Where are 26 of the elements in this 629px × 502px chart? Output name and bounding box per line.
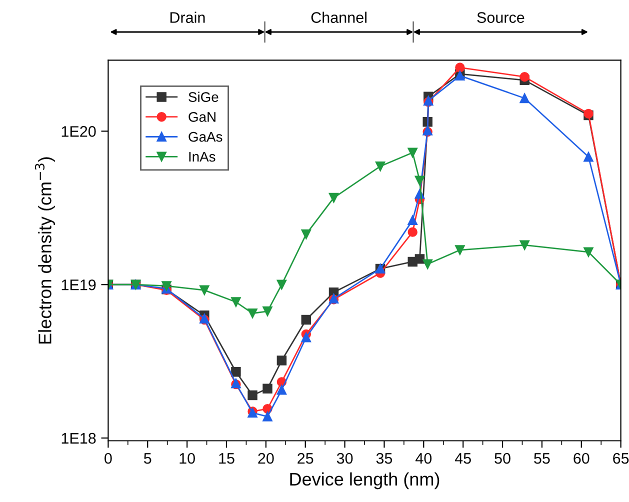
- x-tick-label: 65: [613, 452, 629, 464]
- x-tick-label: 45: [454, 453, 471, 464]
- x-tick-label: 20: [258, 452, 274, 464]
- legend-label: GaN: [188, 112, 216, 122]
- legend-label: GaAs: [188, 132, 222, 142]
- x-tick-label: 0: [104, 452, 112, 464]
- text: Source: [477, 12, 524, 23]
- x-tick-label: 60: [574, 452, 590, 464]
- legend-label: SiGe: [188, 92, 218, 102]
- text: Channel: [311, 12, 366, 23]
- x-tick-label: 15: [219, 453, 234, 464]
- x-tick-label: 55: [534, 453, 550, 464]
- y-tick-label: 1E20: [62, 126, 96, 137]
- y-axis-title: Electron density (cm$^{−3}$): [34, 157, 55, 344]
- x-tick-label: 40: [416, 452, 432, 464]
- text: Drain: [170, 12, 205, 23]
- x-tick-label: 25: [298, 452, 314, 464]
- x-tick-label: 30: [336, 452, 353, 464]
- x-tick-label: 35: [376, 452, 392, 464]
- x-axis-title: Device length (nm): [290, 472, 440, 490]
- x-tick-label: 10: [180, 452, 195, 464]
- x-tick-label: 50: [494, 452, 510, 464]
- legend-label: InAs: [189, 152, 216, 162]
- x-tick-label: 5: [144, 453, 152, 464]
- y-tick-label: 1E18: [62, 432, 96, 444]
- y-tick-label: 1E19: [62, 279, 96, 290]
